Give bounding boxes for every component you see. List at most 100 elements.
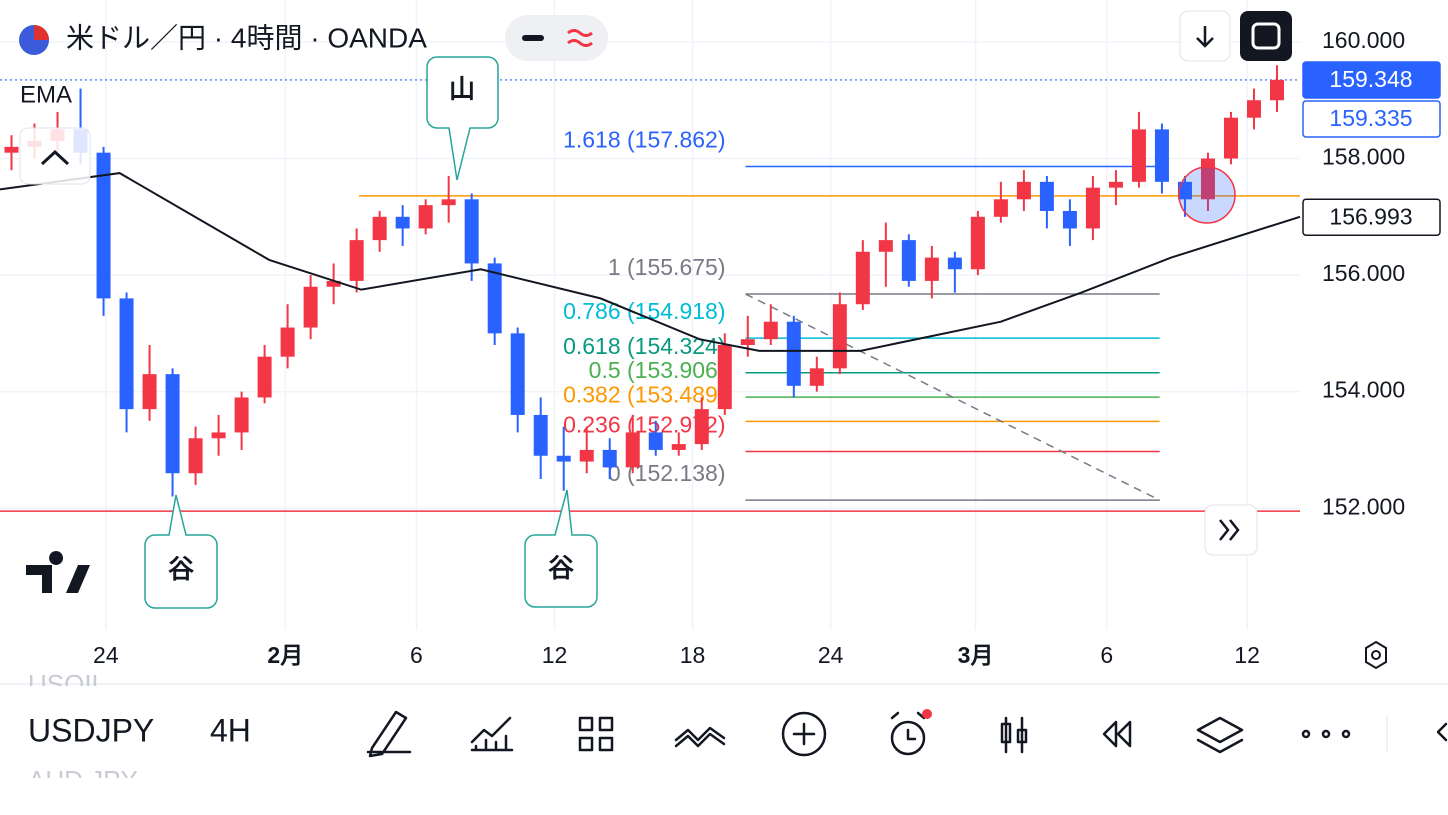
settings-icon[interactable] (1365, 640, 1387, 670)
x-tick-label: 6 (1100, 642, 1113, 668)
candle-body (349, 240, 364, 281)
tradingview-logo (26, 551, 90, 593)
y-tick-label: 156.000 (1322, 260, 1405, 286)
go-latest-button[interactable] (1204, 504, 1258, 556)
double-chevron-icon (1219, 519, 1240, 541)
x-tick-label: 12 (1234, 642, 1260, 668)
candle-body (280, 327, 295, 357)
candle-body (832, 304, 847, 369)
x-tick-label: 24 (93, 642, 119, 668)
candle-body (372, 216, 387, 241)
callout-text: 山 (449, 74, 475, 104)
x-tick-label: 3月 (958, 642, 994, 668)
indicators-icon[interactable] (470, 716, 514, 752)
candle-body (786, 321, 801, 386)
candle-body (257, 356, 272, 398)
candle-body (1039, 181, 1054, 211)
fade-mask (0, 686, 300, 706)
fib-label: 0.382 (153.489) (563, 381, 725, 407)
fib-trendline (745, 293, 1160, 501)
chart-type-icon[interactable] (1000, 716, 1028, 754)
candle-body (96, 152, 111, 299)
templates-icon[interactable] (578, 716, 614, 752)
ema-line (0, 172, 1301, 352)
candle-body (1246, 100, 1261, 118)
fib-label: 0.786 (154.918) (563, 298, 725, 324)
candle-body (395, 216, 410, 229)
toolbar-interval[interactable]: 4H (210, 712, 251, 748)
callout-peak (426, 56, 499, 181)
candle-body (1062, 210, 1077, 229)
price-label-box (1302, 198, 1441, 236)
replay-icon[interactable] (1102, 720, 1132, 748)
callout-text: 谷 (168, 554, 194, 584)
indicator-pill[interactable] (505, 15, 608, 61)
candle-body (970, 216, 985, 270)
candle-body (464, 199, 479, 264)
candle-body (142, 374, 157, 410)
minus-icon (522, 35, 544, 41)
settings-icon-center (1371, 650, 1381, 660)
y-tick-label: 154.000 (1322, 377, 1405, 403)
candle-body (556, 455, 571, 462)
candle-body (878, 240, 893, 252)
candle-body (441, 199, 456, 206)
candle-body (487, 263, 502, 334)
flag-stripe (34, 25, 49, 40)
candle-body (1223, 117, 1238, 159)
compare-icon[interactable] (674, 726, 726, 748)
alert-icon[interactable] (890, 711, 926, 741)
candle-body (901, 240, 916, 281)
price-label: 156.993 (1329, 203, 1412, 229)
candle-body (188, 438, 203, 474)
candle-body (1269, 79, 1284, 101)
candle-body (740, 339, 755, 346)
toolbar-symbol[interactable]: USDJPY (28, 712, 154, 748)
x-tick-label: 6 (410, 642, 423, 668)
callout-trough (144, 494, 218, 609)
candle-body (625, 432, 640, 468)
y-tick-label: 152.000 (1322, 493, 1405, 519)
callout-text: 谷 (548, 553, 574, 583)
chevron-up-icon (40, 149, 70, 166)
candle-body (533, 414, 548, 456)
back-icon[interactable] (1436, 722, 1448, 742)
fade-mask (0, 778, 300, 815)
y-tick-label: 160.000 (1322, 27, 1405, 53)
price-label: 159.335 (1329, 105, 1412, 131)
candle-body (303, 286, 318, 328)
candle-body (1177, 181, 1192, 200)
price-label-box (1302, 61, 1441, 99)
candle-body (579, 449, 594, 462)
candle-body (234, 397, 249, 433)
candle-body (1085, 187, 1100, 229)
indicator-label: EMA (20, 81, 72, 108)
candle-body (1016, 181, 1031, 200)
candle-body (947, 257, 962, 270)
y-tick-label: 158.000 (1322, 144, 1405, 170)
candle-body (1154, 129, 1169, 182)
candle-body (1200, 158, 1215, 200)
x-tick-label: 2月 (267, 642, 303, 668)
collapse-button[interactable] (19, 127, 91, 185)
candle-body (763, 321, 778, 340)
candle-body (694, 409, 709, 445)
add-icon[interactable] (792, 722, 816, 746)
candle-body (671, 444, 686, 450)
draw-icon[interactable] (366, 710, 412, 758)
candle-body (1108, 181, 1123, 188)
candle-body (602, 449, 617, 468)
fullscreen-button[interactable] (1240, 11, 1292, 61)
candle-body (119, 298, 134, 410)
symbol-title[interactable]: 米ドル／円 · 4時間 · OANDA (66, 22, 427, 53)
candle-body (1131, 129, 1146, 182)
fib-label: 0 (152.138) (608, 460, 726, 486)
fullscreen-icon (1251, 22, 1281, 50)
candle-body (418, 205, 433, 229)
candle-body (993, 199, 1008, 217)
candle-body (717, 345, 732, 410)
alert-badge (922, 709, 932, 719)
price-label-box (1302, 100, 1441, 138)
layers-icon[interactable] (1196, 716, 1244, 754)
